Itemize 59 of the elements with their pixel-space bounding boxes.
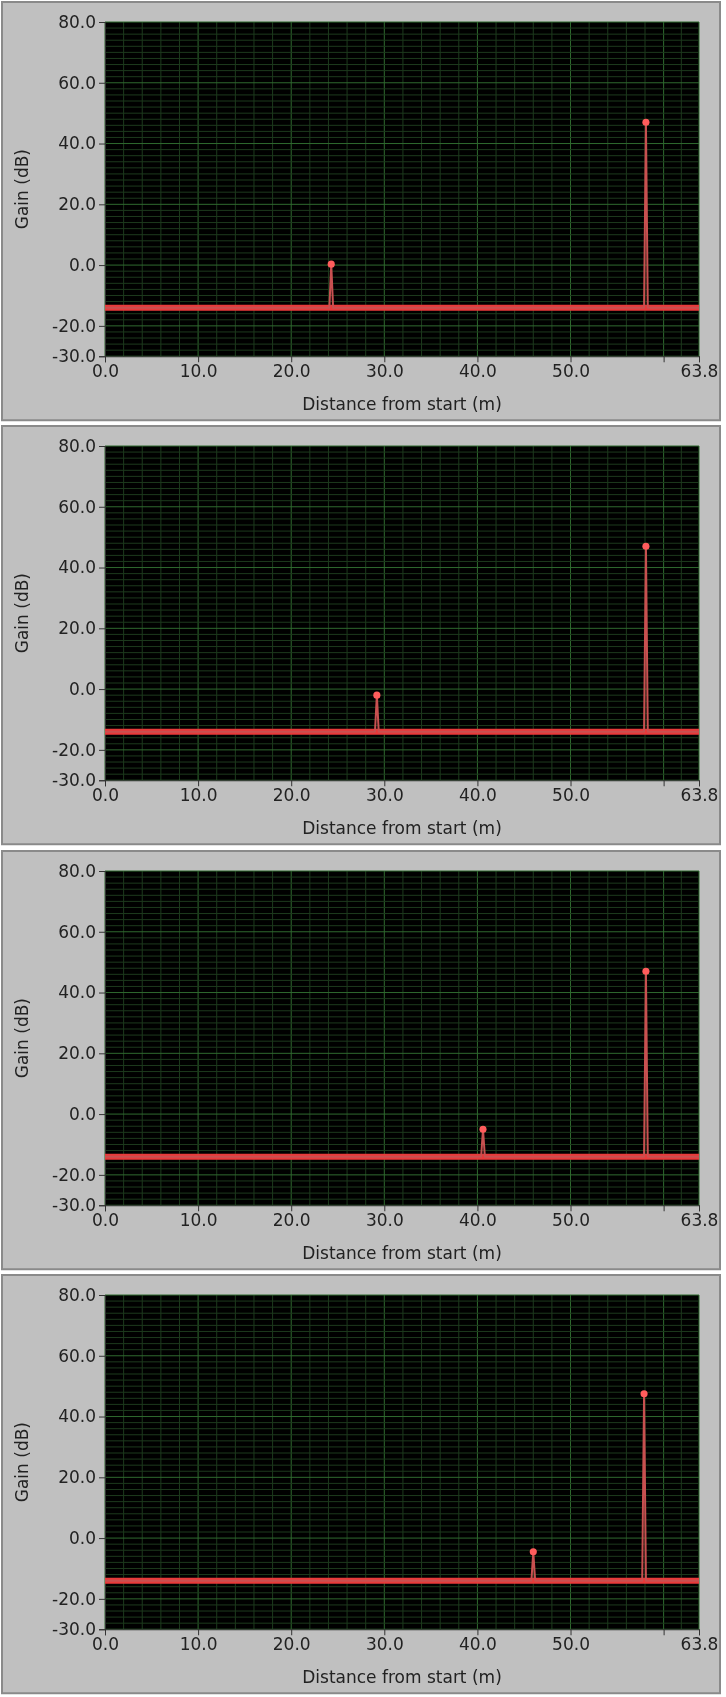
y-tick-label: -20.0: [52, 1164, 96, 1185]
x-tick-label: 63.8: [680, 785, 719, 806]
x-tick-label: 63.8: [680, 1209, 719, 1230]
y-tick-label: 20.0: [58, 1042, 96, 1063]
x-tick-label: 50.0: [552, 1634, 590, 1655]
x-tick-label: 10.0: [179, 785, 218, 806]
y-tick-label: 80.0: [58, 1284, 96, 1305]
y-tick-label: 40.0: [58, 133, 96, 154]
y-axis-title: Gain (dB): [12, 573, 32, 654]
x-tick-label: 50.0: [552, 785, 590, 806]
x-tick-label: 50.0: [552, 361, 590, 382]
y-tick-label: 60.0: [58, 1345, 96, 1366]
x-tick-label: 10.0: [179, 1634, 218, 1655]
y-axis-title: Gain (dB): [12, 1421, 32, 1502]
y-tick-label: 80.0: [58, 860, 96, 881]
x-tick-label: 0.0: [91, 361, 120, 382]
x-tick-label: 20.0: [272, 1209, 311, 1230]
x-tick-label: 40.0: [458, 1209, 497, 1230]
x-tick-label: 40.0: [458, 785, 497, 806]
y-tick-label: 0.0: [68, 1527, 96, 1548]
y-tick-label: 40.0: [58, 1406, 96, 1427]
x-tick-label: 0.0: [91, 785, 120, 806]
x-tick-label: 40.0: [458, 1634, 497, 1655]
y-tick-label: 40.0: [58, 557, 96, 578]
x-tick-label: 20.0: [272, 785, 311, 806]
x-tick-label: 63.8: [680, 361, 719, 382]
x-tick-label: 30.0: [365, 361, 404, 382]
x-axis-title: Distance from start (m): [302, 818, 502, 839]
y-tick-label: 60.0: [58, 496, 96, 517]
y-tick-label: 60.0: [58, 921, 96, 942]
y-tick-label: 20.0: [58, 618, 96, 639]
y-tick-label: 0.0: [68, 679, 96, 700]
y-tick-label: 20.0: [58, 194, 96, 215]
y-tick-label: -20.0: [52, 315, 96, 336]
y-tick-label: 20.0: [58, 1467, 96, 1488]
x-tick-label: 20.0: [272, 1634, 311, 1655]
y-tick-label: 80.0: [58, 436, 96, 457]
x-tick-label: 10.0: [179, 361, 218, 382]
y-tick-label: 40.0: [58, 981, 96, 1002]
y-tick-label: -20.0: [52, 1588, 96, 1609]
x-tick-label: 63.8: [680, 1634, 719, 1655]
y-tick-label: 60.0: [58, 72, 96, 93]
x-tick-label: 30.0: [365, 1209, 404, 1230]
x-tick-label: 30.0: [365, 785, 404, 806]
y-tick-label: -20.0: [52, 740, 96, 761]
x-tick-label: 40.0: [458, 361, 497, 382]
y-axis-title: Gain (dB): [12, 997, 32, 1078]
y-tick-label: 80.0: [58, 11, 96, 32]
x-axis-title: Distance from start (m): [302, 1667, 502, 1687]
y-tick-label: 0.0: [68, 255, 96, 276]
x-tick-label: 50.0: [552, 1209, 590, 1230]
x-tick-label: 0.0: [91, 1634, 120, 1655]
x-tick-label: 20.0: [272, 361, 311, 382]
y-tick-label: 0.0: [68, 1103, 96, 1124]
y-axis-title: Gain (dB): [12, 149, 32, 230]
x-axis-title: Distance from start (m): [302, 1242, 502, 1263]
x-tick-label: 30.0: [365, 1634, 404, 1655]
x-axis-title: Distance from start (m): [302, 394, 502, 415]
x-tick-label: 10.0: [179, 1209, 218, 1230]
